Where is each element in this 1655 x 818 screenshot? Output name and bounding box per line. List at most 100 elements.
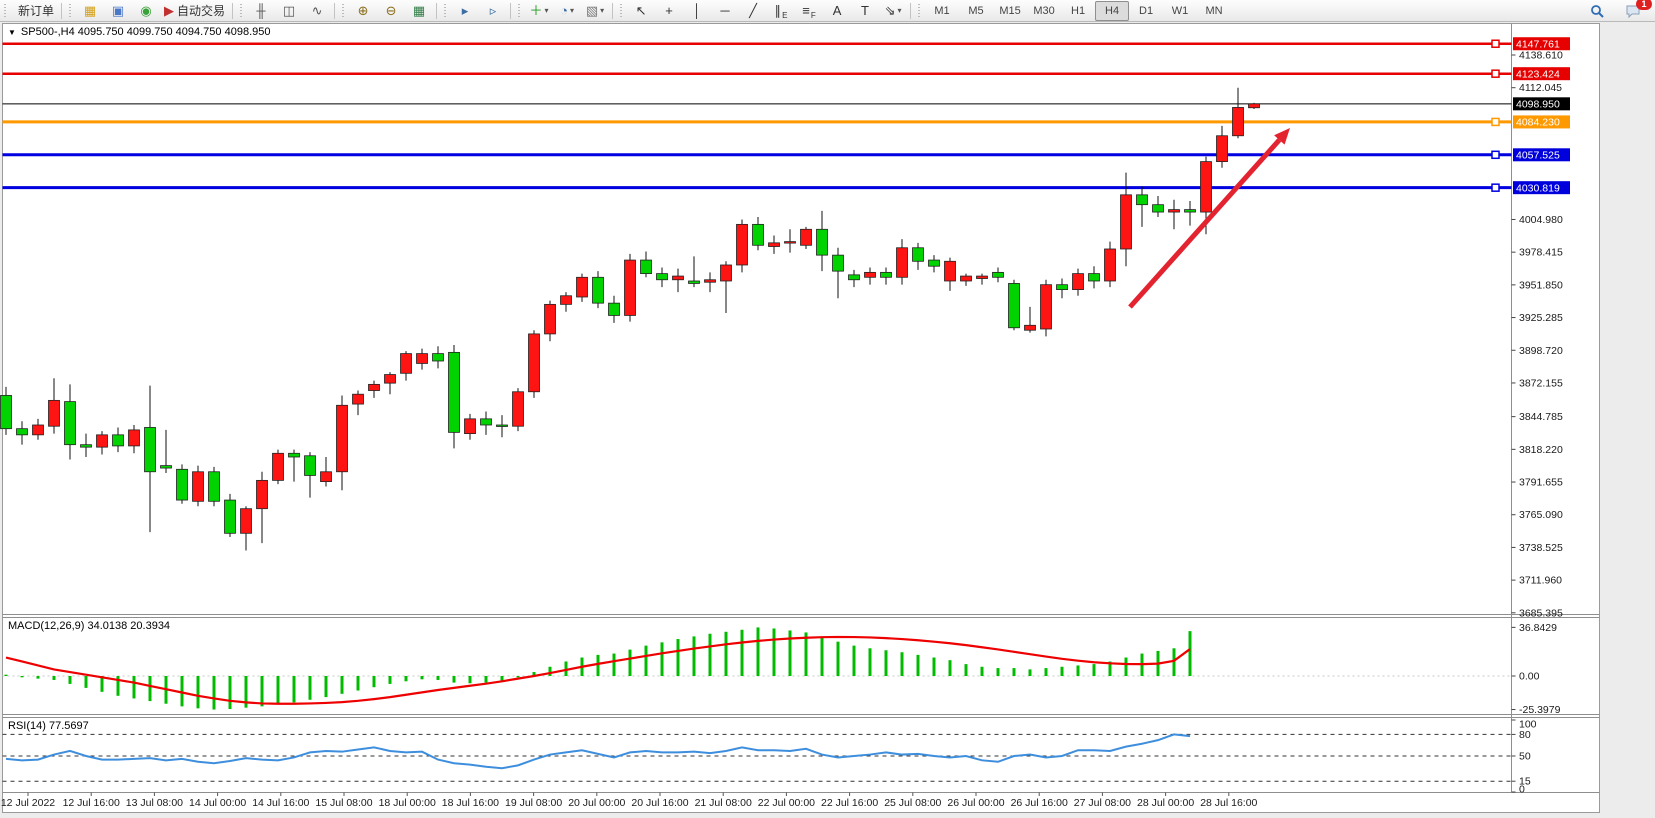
navigator-icon-glyph: ◉ (140, 3, 152, 18)
tile-windows-glyph: ▦ (412, 3, 426, 18)
timeframe-d1-button[interactable]: D1 (1139, 4, 1154, 17)
chevron-down-icon: ▾ (897, 6, 902, 15)
time-axis-label: 25 Jul 08:00 (884, 797, 941, 809)
macd-signal-line (5, 635, 1191, 705)
candlestick-chart-button[interactable]: ◫ (275, 1, 303, 21)
timeframe-m1-button[interactable]: M1 (934, 4, 950, 17)
timeframe-h4-button[interactable]: H4 (1095, 0, 1130, 21)
price-badge-label: 4084.230 (1516, 117, 1560, 129)
price-tick-label: 3711.960 (1519, 575, 1562, 587)
price-tick-label: 3898.720 (1519, 345, 1563, 357)
rsi-line (5, 733, 1191, 770)
horizontal-line-glyph: ─ (720, 3, 730, 18)
price-tick-label: 3685.395 (1519, 607, 1563, 619)
bar-chart-button[interactable]: ╫ (247, 1, 275, 21)
new-chart-icon-glyph: ▦ (83, 3, 97, 18)
navigator-icon[interactable]: ◉ (132, 1, 160, 21)
candlestick-chart-glyph: ◫ (282, 3, 296, 18)
price-badge-label: 4147.761 (1516, 39, 1560, 51)
chevron-down-icon: ▾ (544, 6, 549, 15)
channel-glyph: ∥ (774, 3, 782, 18)
timeframe-mn-button[interactable]: MN (1205, 4, 1223, 17)
rsi-level-label: 15 (1519, 776, 1531, 788)
trend-arrow[interactable] (1128, 138, 1282, 309)
price-tick-label: 4112.045 (1519, 82, 1562, 94)
time-axis-label: 20 Jul 16:00 (631, 797, 688, 809)
template-glyph: ▧ (585, 3, 599, 18)
template-button[interactable]: ▧ ▾ (581, 1, 609, 21)
text-glyph: A (832, 3, 842, 18)
time-axis-label: 26 Jul 16:00 (1011, 797, 1068, 809)
time-axis-label: 20 Jul 00:00 (568, 797, 625, 809)
timeframe-w1-button[interactable]: W1 (1171, 4, 1189, 17)
zoom-in-glyph: ⊕ (357, 3, 369, 18)
vertical-line-glyph: │ (692, 3, 702, 18)
fibonacci-button[interactable]: ≡ F (802, 3, 816, 20)
time-axis-label: 18 Jul 00:00 (379, 797, 436, 809)
tile-windows-button[interactable]: ▦ (405, 1, 433, 21)
time-axis-label: 28 Jul 16:00 (1200, 797, 1257, 809)
macd-tick-label: 36.8429 (1519, 622, 1557, 634)
cursor-button[interactable]: ↖ (627, 1, 655, 21)
indicators-button[interactable]: ＋ ▾ (525, 1, 553, 21)
line-chart-glyph: ∿ (311, 3, 323, 18)
time-axis-label: 14 Jul 16:00 (252, 797, 309, 809)
period-glyph: ◔ (560, 3, 568, 18)
timeframe-m5-button[interactable]: M5 (968, 4, 984, 17)
price-tick-label: 3765.090 (1519, 509, 1563, 521)
line-handle[interactable] (1491, 69, 1500, 78)
time-axis-label: 18 Jul 16:00 (442, 797, 499, 809)
horizontal-line-button[interactable]: ─ (711, 1, 739, 21)
line-handle[interactable] (1491, 183, 1500, 192)
vertical-line-button[interactable]: │ (683, 1, 711, 21)
time-axis-label: 15 Jul 08:00 (315, 797, 372, 809)
channel-button[interactable]: ∥ E (774, 3, 788, 20)
crosshair-button[interactable]: + (655, 1, 683, 21)
notification-badge: 1 (1636, 0, 1652, 10)
autotrading-button-label: 自动交易 (177, 4, 226, 18)
price-tick-label: 4138.610 (1519, 50, 1563, 62)
line-handle[interactable] (1491, 117, 1500, 127)
macd-tick-label: -25.3979 (1519, 704, 1561, 716)
arrows-button[interactable]: ⇘ ▾ (879, 1, 907, 21)
line-handle[interactable] (1491, 39, 1500, 48)
trend-arrow-head (1274, 128, 1290, 145)
profiles-icon[interactable]: ▣ (104, 1, 132, 21)
new-order-button[interactable]: 新订单 (11, 1, 58, 21)
notifications-button[interactable]: 1 (1619, 0, 1652, 21)
price-badge-label: 4030.819 (1516, 182, 1560, 194)
search-button[interactable] (1583, 1, 1611, 21)
time-axis-label: 19 Jul 08:00 (505, 797, 562, 809)
cursor-glyph: ↖ (635, 3, 647, 18)
zoom-in-button[interactable]: ⊕ (349, 1, 377, 21)
chart-shift-button[interactable]: ▹ (479, 1, 507, 21)
candlestick-series (0, 87, 1260, 551)
search-icon (1590, 4, 1604, 18)
period-button[interactable]: ◔ ▾ (553, 1, 581, 21)
auto-scroll-button[interactable]: ▸ (451, 1, 479, 21)
price-badge (1513, 67, 1570, 81)
price-tick-label: 4004.980 (1519, 214, 1563, 226)
price-tick-label: 3818.220 (1519, 444, 1563, 456)
line-chart-button[interactable]: ∿ (303, 1, 331, 21)
rsi-level-label: 100 (1519, 719, 1537, 731)
timeframe-m30-button[interactable]: M30 (1033, 4, 1055, 17)
trendline-button[interactable]: ╱ (739, 1, 767, 21)
profiles-icon-glyph: ▣ (111, 3, 125, 18)
chart-window[interactable] (2, 23, 1600, 813)
zoom-out-button[interactable]: ⊖ (377, 1, 405, 21)
crosshair-glyph: + (665, 3, 673, 18)
text-label-button[interactable]: T (851, 1, 879, 21)
price-tick-label: 3951.850 (1519, 279, 1563, 291)
chart-shift-glyph: ▹ (489, 3, 497, 18)
new-chart-icon[interactable]: ▦ (76, 1, 104, 21)
timeframe-h1-button[interactable]: H1 (1071, 4, 1086, 17)
autotrading-button[interactable]: ▶ 自动交易 (160, 1, 229, 21)
price-tick-label: 3738.525 (1519, 542, 1563, 554)
text-button[interactable]: A (823, 1, 851, 21)
timeframe-m15-button[interactable]: M15 (999, 4, 1021, 17)
line-handle[interactable] (1491, 150, 1500, 160)
autotrading-glyph: ▶ (164, 3, 175, 18)
